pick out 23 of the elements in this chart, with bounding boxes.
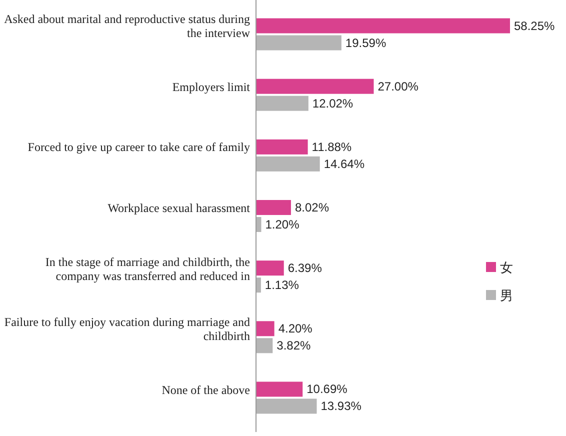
data-label: 10.69% xyxy=(306,382,348,396)
y-tick-label: In the stage of marriage and childbirth, the company was transferred and reduced in xyxy=(44,254,250,283)
data-label: 1.20% xyxy=(265,218,300,232)
data-label: 27.00% xyxy=(378,79,419,94)
data-label: 8.02% xyxy=(294,200,330,214)
y-tick-label: Workplace sexual harassment xyxy=(106,201,250,215)
data-label: 6.39% xyxy=(288,261,322,276)
data-label: 58.25% xyxy=(514,18,556,33)
legend-label: 女 xyxy=(500,260,513,275)
y-tick-label: Forced to give up career to take care of family xyxy=(26,140,250,154)
data-label: 3.82% xyxy=(276,338,312,353)
data-label: 14.64% xyxy=(324,156,365,171)
y-tick-label: Employers limit xyxy=(171,80,250,94)
data-label: 12.02% xyxy=(312,96,354,110)
data-label: 19.59% xyxy=(345,36,386,50)
data-label: 13.93% xyxy=(320,399,362,414)
data-label: 1.13% xyxy=(264,278,300,292)
data-label: 11.88% xyxy=(312,140,352,154)
y-tick-label: Failure to fully enjoy vacation during marriage and childbirth xyxy=(3,315,250,344)
y-tick-label: Asked about marital and reproductive status during the interview xyxy=(3,12,250,40)
data-label: 4.20% xyxy=(278,322,313,336)
y-tick-label: None of the above xyxy=(160,382,250,397)
legend-label: 男 xyxy=(500,288,513,303)
